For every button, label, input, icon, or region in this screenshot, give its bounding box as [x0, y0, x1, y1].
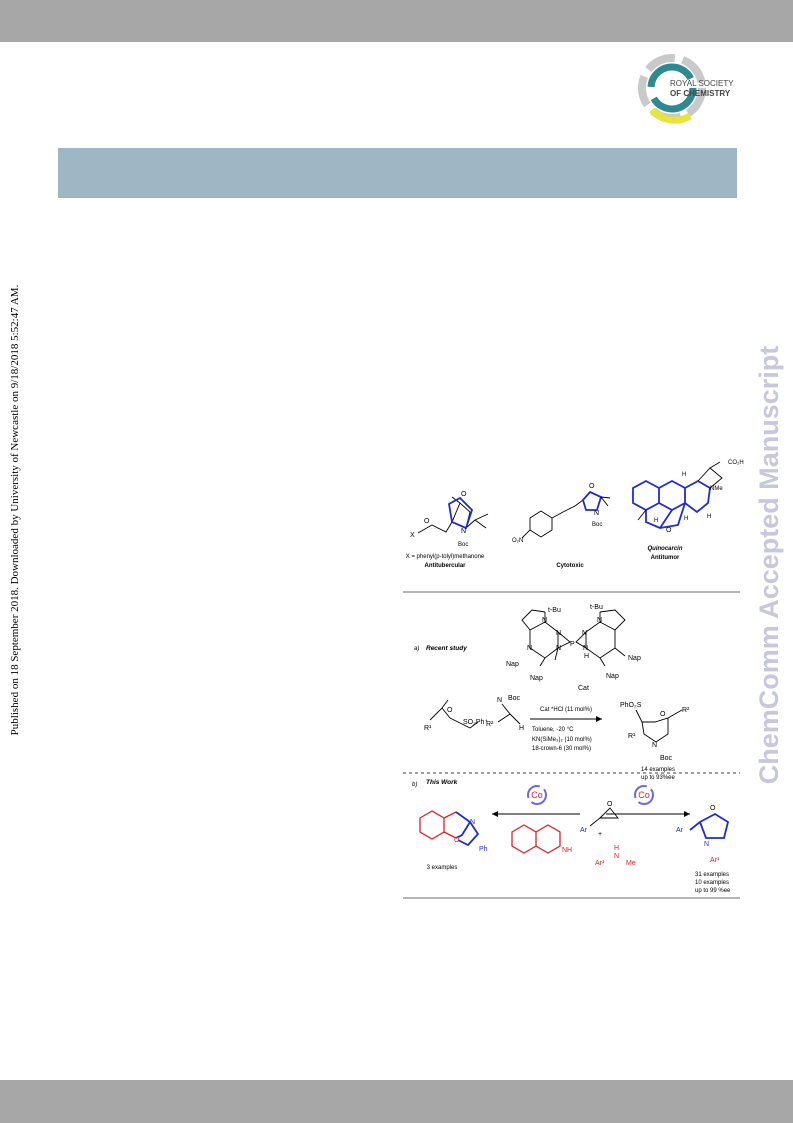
label: b): [412, 782, 417, 788]
scheme-a: a) Recent study t-Bu t-Bu N N N N P N N …: [414, 604, 690, 781]
atom: N: [470, 819, 475, 826]
atom: O: [710, 805, 716, 812]
atom: N: [556, 645, 561, 652]
atom: O: [589, 483, 595, 490]
atom: O: [660, 711, 666, 718]
note: 10 examples: [695, 880, 729, 886]
caption: Antitubercular: [424, 563, 466, 569]
label: Recent study: [426, 645, 467, 652]
atom: O: [454, 837, 460, 844]
atom: H: [584, 653, 589, 660]
atom: Nap: [506, 661, 519, 668]
label: This Work: [426, 779, 458, 786]
top-bar: [0, 0, 793, 42]
atom: Ar¹: [710, 857, 720, 864]
note: 31 examples: [695, 872, 729, 878]
atom: N: [597, 617, 602, 624]
publish-note: Published on 18 September 2018. Download…: [9, 284, 21, 735]
atom: R¹: [424, 725, 432, 732]
note: up to 93%ee: [641, 775, 675, 781]
figure1: X O O N Boc X = phenyl(p-tolyl)methanone…: [406, 460, 744, 569]
title-banner: [58, 148, 737, 198]
atom: +: [598, 831, 602, 838]
atom: H: [684, 516, 688, 522]
note: 3 examples: [427, 865, 458, 871]
atom: CO₂H: [728, 460, 744, 466]
atom: O: [607, 801, 613, 808]
caption: Quinocarcin: [647, 546, 682, 552]
caption: Antitumor: [651, 555, 680, 561]
atom: O₂N: [512, 538, 523, 544]
atom: O: [461, 491, 467, 498]
arrowhead: [596, 716, 602, 722]
atom: Ar¹: [595, 860, 605, 867]
atom: Ar: [580, 827, 588, 834]
atom: O: [447, 707, 453, 714]
atom: t-Bu: [548, 607, 561, 614]
catalyst: Co: [531, 790, 543, 800]
atom: N: [583, 645, 588, 652]
atom: H: [614, 845, 619, 852]
atom: Boc: [660, 755, 673, 762]
note: up to 99 %ee: [695, 888, 731, 894]
scheme-b: b) This Work Co Co N O Ph 3 examples NH …: [412, 779, 731, 894]
caption: X = phenyl(p-tolyl)methanone: [406, 554, 485, 560]
logo-text: ROYAL SOCIETY: [670, 79, 734, 88]
atom: Nap: [530, 675, 543, 682]
atom: PhO₂S: [620, 702, 642, 709]
catalyst: Co: [638, 790, 650, 800]
atom: N: [527, 645, 532, 652]
atom: t-Bu: [590, 604, 603, 611]
atom: O: [424, 518, 430, 525]
atom: H: [519, 725, 524, 732]
atom: R²: [682, 707, 690, 714]
conditions: 18-crown-6 (30 mol%): [532, 746, 591, 752]
atom: N: [582, 630, 587, 637]
atom: Boc: [508, 695, 521, 702]
label: a): [414, 646, 419, 652]
atom: O: [666, 527, 672, 534]
atom: N: [652, 742, 657, 749]
note: 14 examples: [641, 767, 675, 773]
watermark: ChemComm Accepted Manuscript: [754, 346, 784, 785]
atom: H: [654, 518, 658, 524]
atom: Boc: [458, 542, 468, 548]
atom: N: [556, 630, 561, 637]
atom: Cat: [578, 685, 589, 692]
conditions: Cat *HCl (11 mol%): [540, 707, 592, 713]
logo: ROYAL SOCIETY OF CHEMISTRY: [638, 54, 734, 124]
atom: Nap: [628, 655, 641, 662]
atom: P: [570, 641, 575, 648]
conditions: Toluene, -20 °C: [532, 727, 574, 733]
atom: N: [614, 853, 619, 860]
atom: R¹: [628, 733, 636, 740]
atom: SO₂Ph⁺: [463, 719, 488, 726]
atom: X: [410, 532, 415, 539]
atom: R²: [486, 721, 494, 728]
atom: N: [704, 841, 709, 848]
atom: N: [461, 528, 466, 535]
atom: Boc: [592, 522, 602, 528]
atom: N: [542, 617, 547, 624]
atom: Ph: [479, 846, 488, 853]
atom: Ar: [676, 827, 684, 834]
logo-text: OF CHEMISTRY: [670, 89, 731, 98]
atom: N: [594, 510, 599, 517]
atom: Nap: [606, 673, 619, 680]
atom: H: [682, 472, 686, 478]
atom: NMe: [710, 486, 723, 492]
atom: Me: [626, 860, 636, 867]
atom: H: [707, 514, 711, 520]
caption: Cytotoxic: [556, 563, 584, 569]
bottom-bar: [0, 1080, 793, 1123]
conditions: KN(SiMe₃)₂ (10 mol%): [532, 737, 592, 743]
atom: N: [497, 697, 502, 704]
atom: NH: [562, 847, 572, 854]
